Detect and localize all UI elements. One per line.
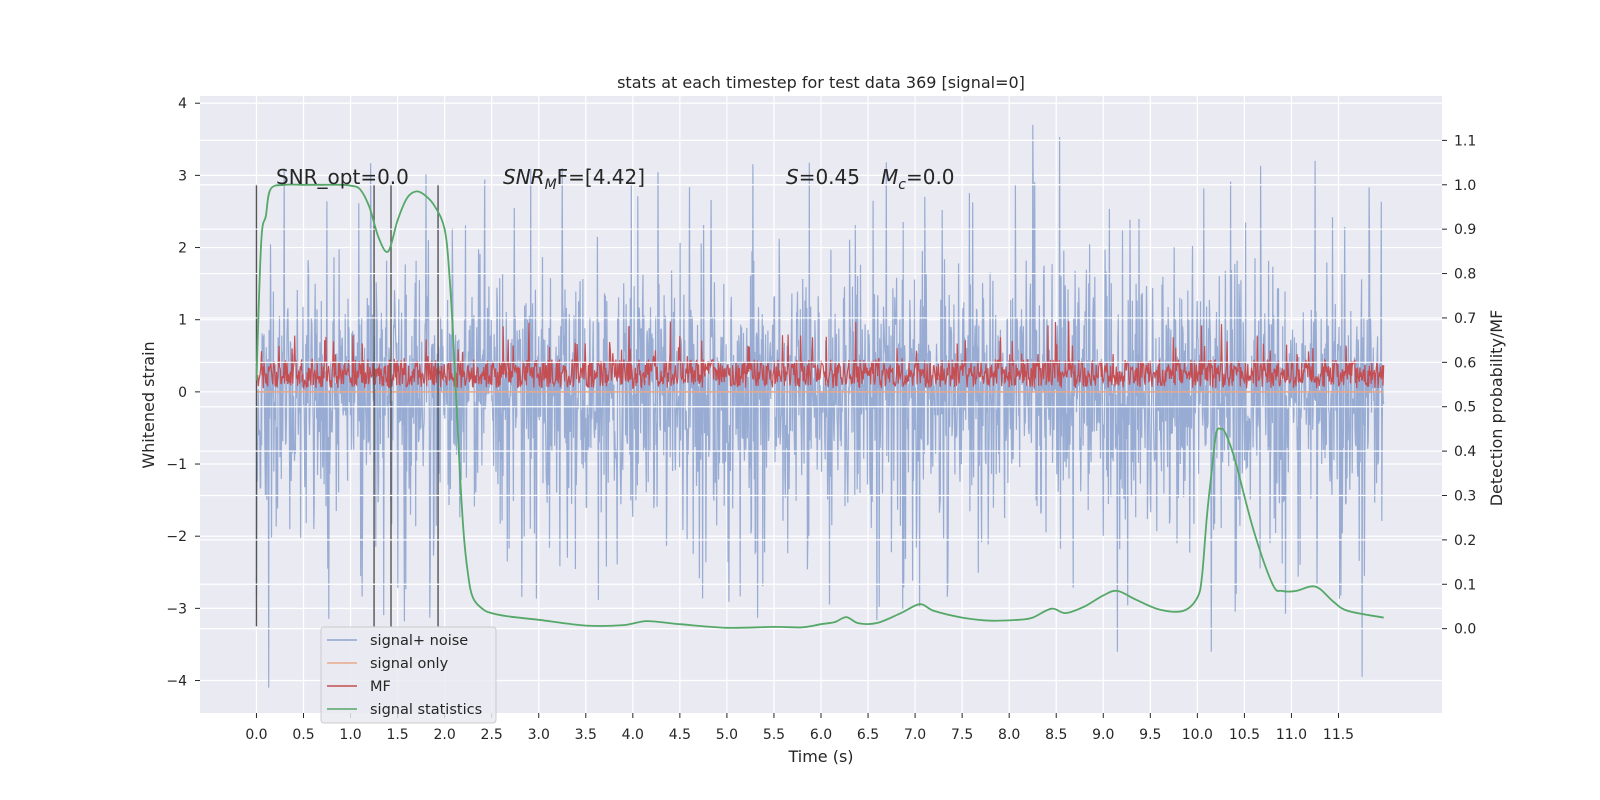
y2-tick-label: 0.8 [1454,267,1476,283]
x-tick-label: 6.0 [810,727,832,743]
y-tick-label: 3 [178,168,187,184]
axis-ticks: 4 3 2 1 0 −1 −2 −3 −4 0.0 0.5 1.0 1.5 2.0 2.5 3.0 3.5 4.0… [166,96,1476,743]
y2-tick-label: 0.3 [1454,488,1476,504]
y-tick-label: 0 [178,385,187,401]
y2-tick-label: 0.6 [1454,355,1476,371]
x-tick-label: 3.5 [575,727,597,743]
x-tick-label: 11.5 [1323,727,1354,743]
vertical-markers [255,184,439,627]
x-tick-label: 11.0 [1276,727,1307,743]
x-tick-label: 8.5 [1045,727,1067,743]
x-tick-label: 0.0 [245,727,267,743]
y2-axis-label: Detection probability/MF [1487,310,1506,507]
y-tick-label: −1 [166,457,187,473]
annotation-snr-mf-sub: M [545,177,557,193]
y-tick-label: 1 [178,313,187,329]
x-tick-label: 8.0 [998,727,1020,743]
annotation-s-rest: =0.45 [799,165,860,189]
x-tick-label: 10.0 [1182,727,1213,743]
annotation-mc: Mc=0.0 [881,165,955,193]
series-signal-noise-line [255,124,1385,688]
y-tick-label: −4 [166,674,187,690]
x-tick-label: 9.0 [1092,727,1114,743]
x-tick-label: 7.5 [951,727,973,743]
x-tick-label: 9.5 [1139,727,1161,743]
x-tick-label: 2.0 [434,727,456,743]
x-tick-label: 5.0 [716,727,738,743]
y2-tick-label: 0.0 [1454,622,1476,638]
annotation-mc-sub: c [898,177,906,193]
y-tick-label: −2 [166,529,187,545]
y-tick-label: −3 [166,601,187,617]
x-tick-label: 1.5 [386,727,408,743]
y-tick-label: 2 [178,241,187,257]
chart-title: stats at each timestep for test data 369… [617,73,1025,92]
annotation-s: S=0.45 [786,165,860,189]
legend-label-mf: MF [370,679,391,695]
annotation-mc-rest: =0.0 [906,165,955,189]
legend-label-signal-only: signal only [370,656,449,672]
annotation-snr-opt: SNR_opt=0.0 [276,165,409,189]
y-tick-label: 4 [178,96,187,112]
y2-tick-label: 1.0 [1454,178,1476,194]
annotation-s-main: S [786,165,799,189]
x-tick-label: 7.0 [904,727,926,743]
x-tick-label: 1.0 [339,727,361,743]
signal-statistics-layer [255,183,1384,629]
annotation-snr-mf: SNRMF=[4.42] [503,165,645,193]
y2-tick-label: 0.4 [1454,444,1476,460]
y2-tick-label: 0.1 [1454,577,1476,593]
x-axis-label: Time (s) [787,747,853,766]
legend-label-signal-statistics: signal statistics [370,702,482,718]
series-layer [255,124,1385,688]
x-tick-label: 2.5 [481,727,503,743]
x-tick-label: 6.5 [857,727,879,743]
x-tick-label: 0.5 [292,727,314,743]
legend: signal+ noise signal only MF signal stat… [320,626,497,724]
y-axis-label: Whitened strain [139,341,158,468]
y2-tick-label: 0.5 [1454,400,1476,416]
annotation-snr-mf-rest: F=[4.42] [557,165,645,189]
series-mf-line [255,321,1385,391]
y2-tick-label: 1.1 [1454,133,1476,149]
annotations: SNR_opt=0.0 SNRMF=[4.42] S=0.45 Mc=0.0 [276,165,955,193]
x-tick-label: 10.5 [1229,727,1260,743]
legend-box [320,626,497,724]
annotation-snr-mf-main: SNR [503,165,545,189]
x-tick-label: 5.5 [763,727,785,743]
legend-label-signal-noise: signal+ noise [370,633,468,649]
y2-tick-label: 0.7 [1454,311,1476,327]
y2-tick-label: 0.2 [1454,533,1476,549]
grid-right-horizontal [200,139,1442,630]
annotation-mc-main: M [881,165,898,189]
series-signal-statistics-line [255,183,1384,629]
x-tick-label: 4.0 [622,727,644,743]
x-tick-label: 3.0 [528,727,550,743]
x-tick-label: 4.5 [669,727,691,743]
y2-tick-label: 0.9 [1454,222,1476,238]
